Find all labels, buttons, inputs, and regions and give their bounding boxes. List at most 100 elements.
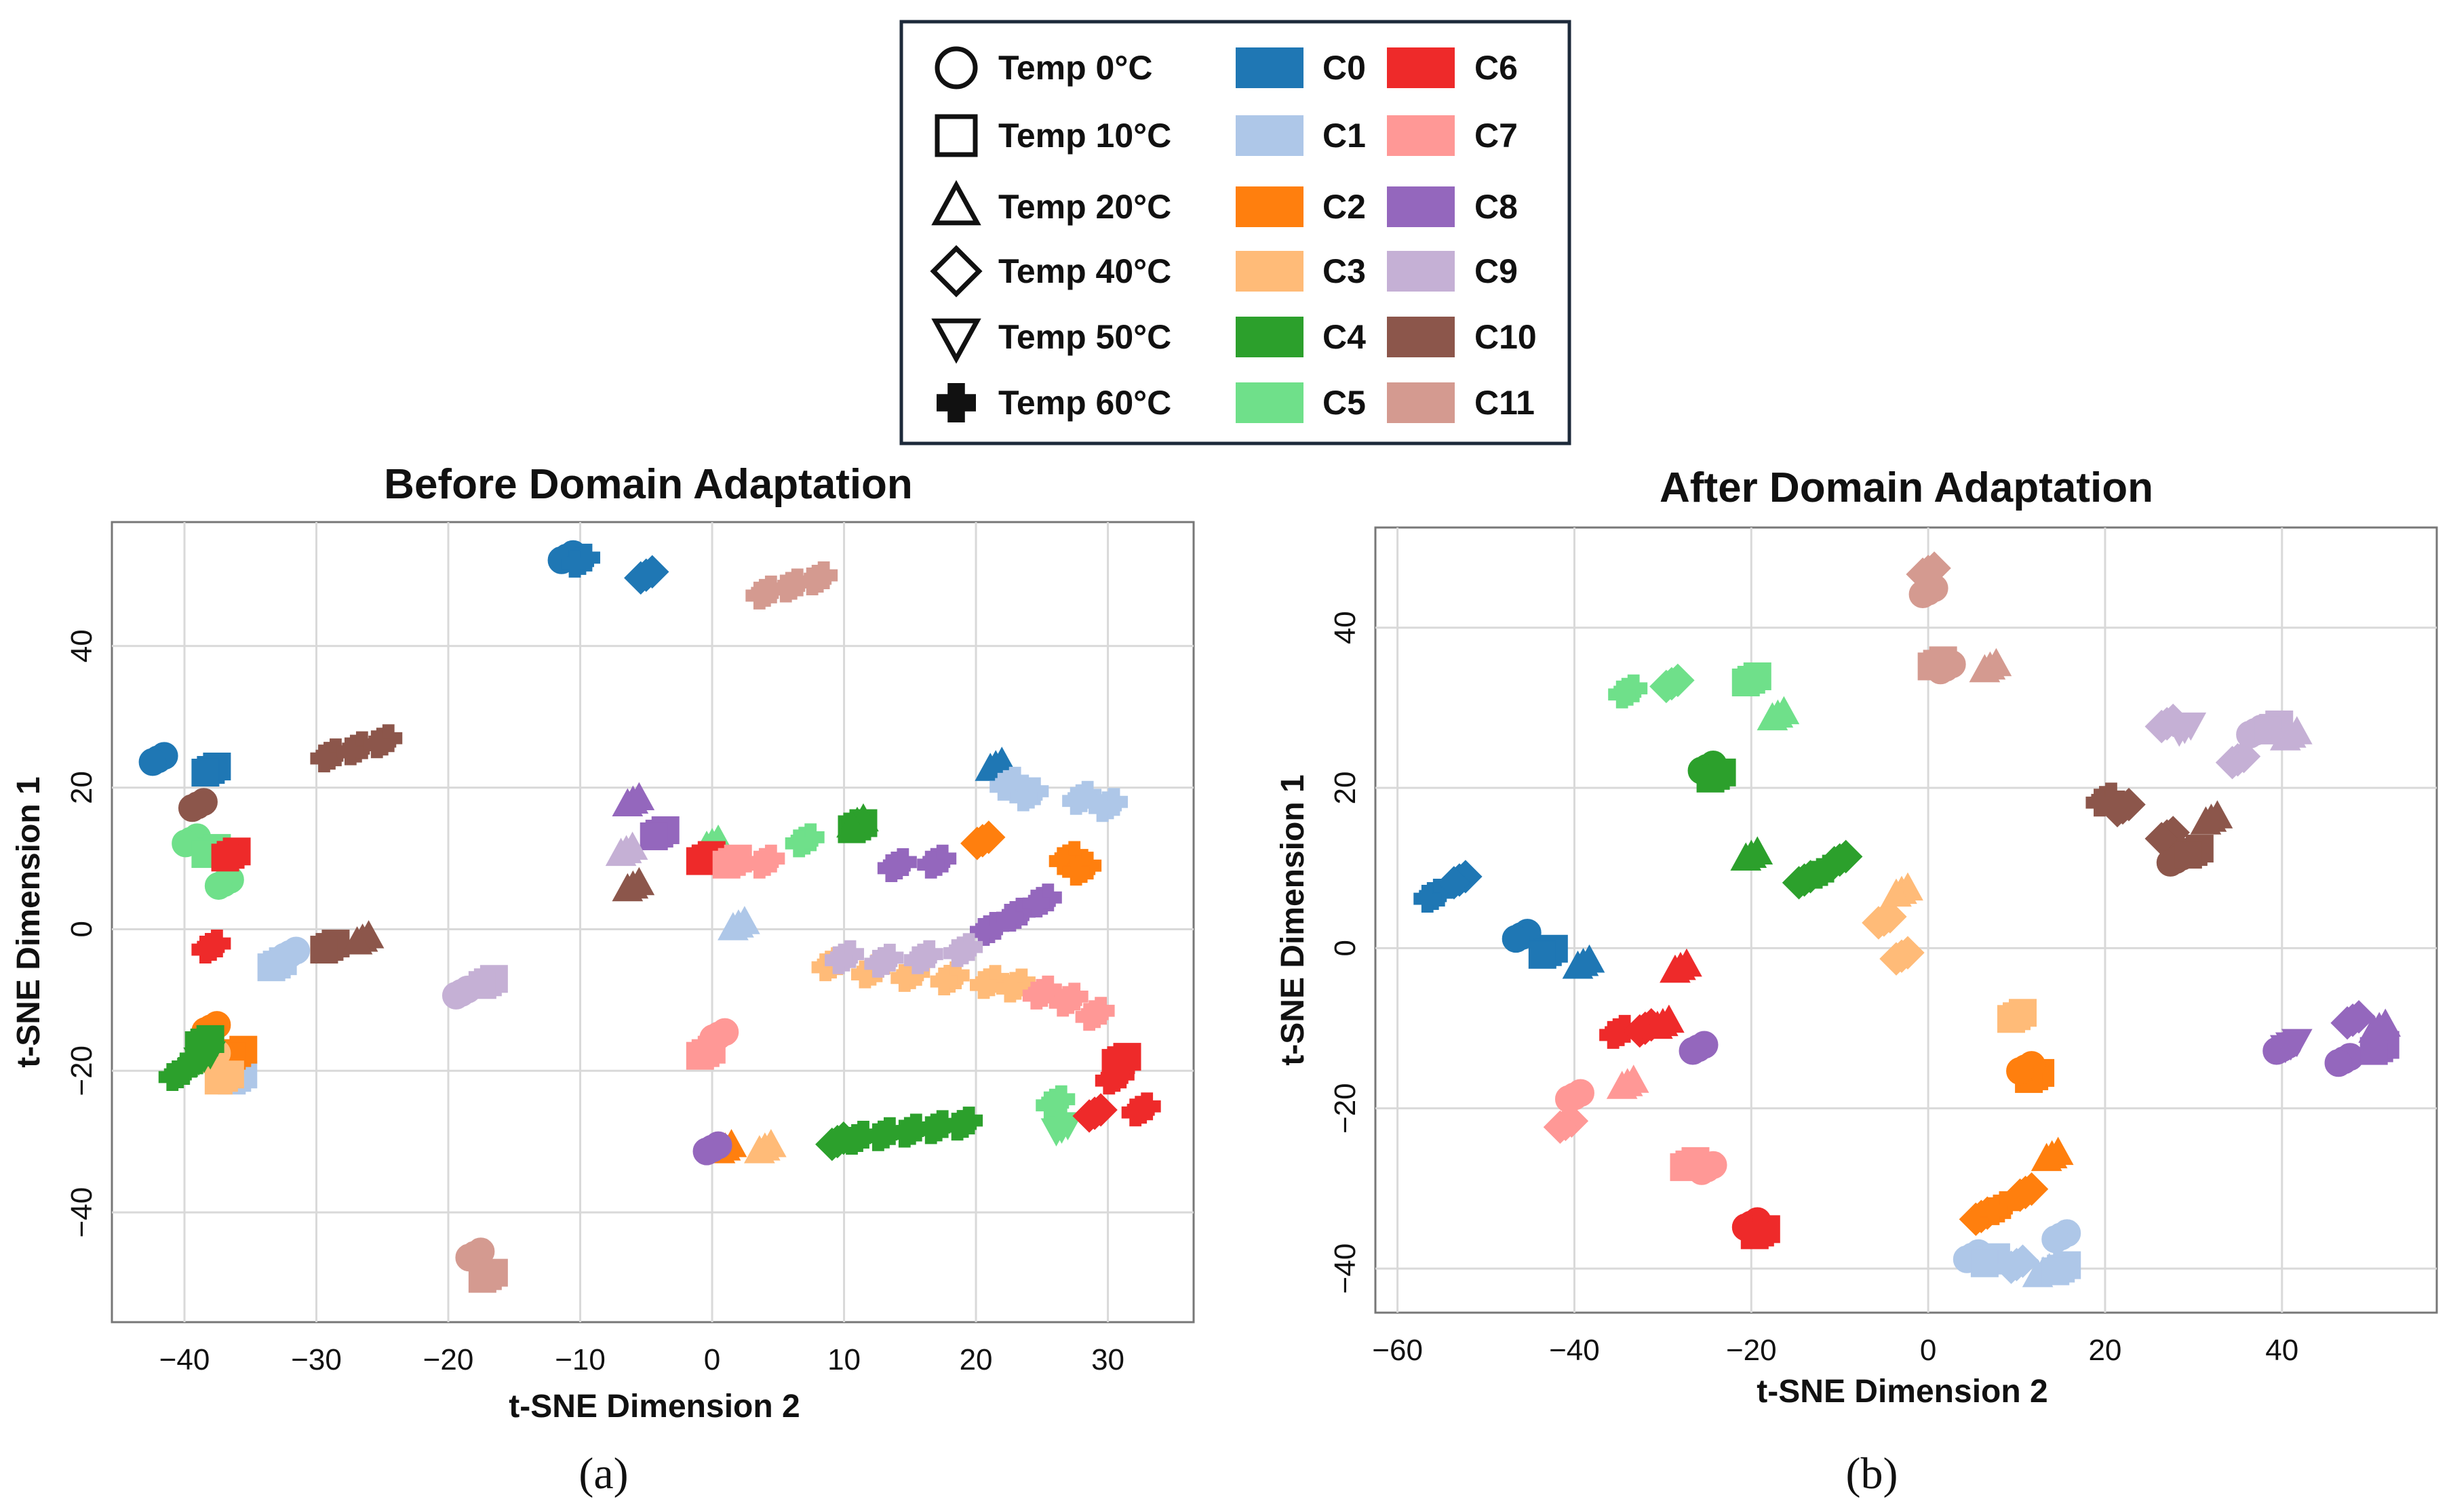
point-c9-square [468, 965, 508, 999]
marker [605, 837, 637, 867]
marker [1969, 654, 2001, 683]
point-c0-diamond [624, 555, 669, 595]
point-c7-circle [1554, 1079, 1594, 1113]
marker [917, 1116, 945, 1145]
point-c7-circle [699, 1018, 739, 1052]
point-c11-plus [798, 561, 838, 596]
marker [1908, 580, 1937, 609]
marker [1660, 954, 1691, 983]
point-c4-triangle-up [836, 803, 879, 838]
point-c0-square [191, 752, 231, 787]
marker [336, 737, 365, 765]
point-c0-circle [1502, 919, 1542, 953]
legend-cluster-label: C11 [1474, 384, 1535, 422]
legend: Temp 0°C Temp 10°C Temp 20°C Temp 40°C Temp … [899, 20, 1571, 445]
marker [943, 939, 972, 968]
marker [204, 872, 233, 900]
marker [271, 942, 299, 971]
point-c9-plus [943, 933, 983, 968]
marker [692, 1137, 721, 1166]
marker [2190, 806, 2222, 835]
y-tick-label: −20 [65, 1046, 98, 1096]
marker [745, 850, 774, 879]
marker [836, 809, 867, 838]
marker [1101, 1049, 1130, 1077]
point-c3-triangle-up [743, 1129, 787, 1163]
marker [2269, 722, 2301, 751]
point-c9-triangle-down [2163, 712, 2207, 747]
x-tick-labels: −40 −30 −20 −10 0 10 20 30 [159, 1343, 1124, 1376]
legend-cluster-label: C9 [1474, 252, 1518, 290]
chart-title: After Domain Adaptation [1660, 464, 2153, 511]
marker [640, 822, 668, 850]
legend-shape-label: Temp 50°C [998, 318, 1171, 356]
point-c3-triangle-up [1881, 872, 1923, 907]
point-c6-square [1740, 1215, 1780, 1250]
legend-plus-icon [937, 383, 976, 422]
legend-cluster-label: C5 [1322, 384, 1366, 422]
markers [138, 540, 1161, 1293]
x-tick-label: 10 [827, 1343, 861, 1376]
point-c4-plus [917, 1110, 957, 1145]
x-tick-label: −30 [291, 1343, 342, 1376]
legend-cluster-label: C7 [1474, 117, 1518, 155]
point-c2-plus [1979, 1191, 2019, 1225]
point-c1-triangle-up [718, 906, 760, 940]
legend-swatch-c5 [1236, 382, 1303, 423]
x-tick-labels: −60 −40 −20 0 20 40 [1372, 1334, 2298, 1367]
point-c5-diamond [1649, 663, 1695, 704]
marker [989, 772, 1018, 801]
marker [1599, 1020, 1628, 1049]
marker [178, 794, 206, 822]
legend-swatch-c3 [1236, 251, 1303, 292]
marker [1048, 989, 1077, 1017]
point-c0-diamond [1437, 860, 1483, 900]
point-c7-circle [1687, 1151, 1727, 1185]
marker [2085, 789, 2114, 817]
marker [996, 974, 1024, 1003]
point-c9-triangle-up [2269, 716, 2313, 751]
plot-frame [1374, 526, 2438, 1314]
point-c9-plus [864, 943, 904, 978]
point-c11-circle [455, 1237, 495, 1272]
x-tick-label: 0 [1920, 1334, 1936, 1367]
marker [2174, 841, 2202, 869]
point-c5-triangle-up [1757, 696, 1800, 731]
point-c1-square [2041, 1251, 2081, 1286]
marker [211, 843, 239, 872]
point-c11-triangle-up [1969, 648, 2012, 683]
legend-cluster-label: C4 [1322, 318, 1366, 356]
marker [1062, 787, 1091, 815]
point-c6-square [1101, 1043, 1141, 1077]
y-tick-label: 20 [1329, 772, 1362, 805]
point-c11-square [468, 1258, 508, 1293]
marker [310, 936, 338, 964]
legend-swatch-c0 [1236, 47, 1303, 88]
marker [1072, 1099, 1106, 1133]
marker [138, 748, 167, 776]
x-axis-label: t-SNE Dimension 2 [1757, 1374, 2047, 1410]
point-c5-circle [204, 866, 244, 900]
marker [1649, 669, 1683, 704]
marker [890, 963, 919, 992]
point-c6-plus [1121, 1092, 1161, 1127]
legend-swatch-c7 [1387, 115, 1455, 156]
panel-before: Before Domain Adaptation −40 −30 −20 −10 0 10… [11, 461, 1195, 1498]
x-tick-label: −60 [1372, 1334, 1423, 1367]
point-c8-square [640, 816, 680, 850]
point-c6-square [211, 837, 251, 872]
point-c3-square [1997, 999, 2037, 1033]
point-c10-square [2174, 835, 2214, 869]
y-tick-labels: −40 −20 0 20 40 [1329, 611, 1362, 1294]
legend-swatch-c4 [1236, 317, 1303, 357]
y-tick-labels: −40 −20 0 20 40 [65, 629, 98, 1237]
point-c0-circle [138, 742, 178, 776]
marker [1994, 1250, 2028, 1284]
point-c7-plus [745, 844, 785, 879]
y-tick-label: −20 [1329, 1083, 1362, 1134]
marker [1817, 845, 1851, 880]
legend-shape-label: Temp 10°C [998, 117, 1171, 155]
marker [960, 827, 994, 860]
legend-cluster-label: C2 [1322, 188, 1366, 226]
